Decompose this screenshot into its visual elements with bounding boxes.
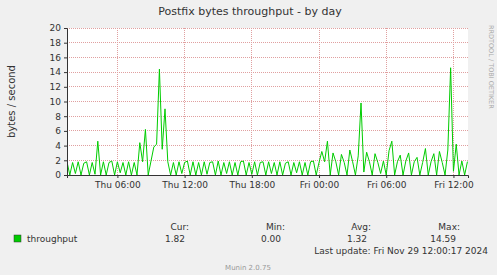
y-tick: 16: [50, 53, 67, 63]
y-tick: 20: [50, 23, 67, 33]
credit: Munin 2.0.75: [225, 264, 271, 272]
y-tick-mark: [64, 102, 67, 103]
x-tick-mark: [185, 175, 186, 178]
x-tick: Fri 12:00: [434, 175, 474, 190]
y-axis: 0 2 4 6 8 10 12 14 16 18 20: [50, 23, 68, 180]
x-tick: Thu 18:00: [228, 175, 275, 190]
x-axis-line: [68, 176, 469, 179]
y-tick: 6: [55, 126, 67, 136]
y-tick-label: 6: [55, 126, 61, 136]
x-tick: Thu 12:00: [161, 175, 208, 190]
grid-line-y: [67, 101, 468, 102]
y-axis-line: [64, 29, 68, 176]
x-tick: Fri 00:00: [300, 175, 340, 190]
y-tick-label: 2: [55, 156, 61, 166]
y-tick-mark: [64, 28, 67, 29]
grid-line-x: [184, 28, 185, 175]
x-tick-mark: [386, 175, 387, 178]
y-tick-label: 14: [50, 67, 62, 77]
plot-area: [67, 68, 467, 175]
grid-line-y: [67, 145, 468, 146]
y-tick-label: 20: [50, 23, 62, 33]
x-tick-label: Fri 06:00: [367, 180, 407, 190]
y-tick-label: 16: [50, 53, 62, 63]
legend: throughput Cur: 1.82 Min: 0.00 Avg: 1.32 Max: 14…: [14, 222, 460, 244]
x-tick: Thu 06:00: [94, 175, 141, 190]
y-tick: 4: [55, 141, 67, 151]
y-tick-mark: [64, 72, 67, 73]
stat-value: 1.32: [347, 234, 367, 244]
x-tick-label: Thu 06:00: [94, 180, 141, 190]
y-tick: 12: [50, 82, 67, 92]
y-tick-mark: [64, 146, 67, 147]
grid-line-y: [67, 28, 468, 29]
grid: [67, 28, 468, 175]
grid-line-y: [67, 57, 468, 58]
y-tick: 8: [55, 112, 67, 122]
grid-line-x: [117, 28, 118, 175]
grid-line-y: [67, 86, 468, 87]
stat-value: 1.82: [165, 234, 185, 244]
stat-value: 0.00: [261, 234, 281, 244]
chart: 0 2 4 6 8 10 12 14 16 18 20 Thu 06:00 Thu 12:00 Thu 1…: [0, 0, 497, 275]
y-tick: 10: [50, 97, 67, 107]
x-tick-label: Fri 12:00: [434, 180, 474, 190]
y-tick: 0: [55, 170, 67, 180]
x-tick-mark: [117, 175, 118, 178]
y-tick-mark: [64, 160, 67, 161]
stat-label: Cur:: [170, 222, 189, 232]
plot-background: [67, 28, 468, 175]
y-tick-mark: [64, 57, 67, 58]
grid-line-y: [67, 160, 468, 161]
grid-line-y: [67, 72, 468, 73]
y-axis-title: bytes / second: [6, 65, 17, 138]
y-tick: 2: [55, 156, 67, 166]
y-tick-label: 10: [50, 97, 62, 107]
grid-line-x: [251, 28, 252, 175]
y-tick-mark: [64, 43, 67, 44]
x-tick: Fri 06:00: [367, 175, 407, 190]
grid-line-x: [319, 28, 320, 175]
y-tick-label: 12: [50, 82, 61, 92]
y-tick-label: 0: [55, 170, 61, 180]
grid-line-x: [386, 28, 387, 175]
grid-line-y: [67, 42, 468, 43]
x-axis: Thu 06:00 Thu 12:00 Thu 18:00 Fri 00:00 Fri …: [68, 175, 474, 190]
footer: Last update: Fri Nov 29 12:00:17 2024: [314, 246, 488, 256]
grid-line-y: [67, 116, 468, 117]
title: Postfix bytes throughput - by day: [158, 5, 342, 18]
series-line: [67, 68, 467, 175]
x-tick-mark: [319, 175, 320, 178]
stat-label: Max:: [438, 222, 460, 232]
y-tick-mark: [64, 175, 67, 176]
y-tick-label: 18: [50, 38, 62, 48]
watermark: RRDTOOL / TOBI OETIKER: [487, 25, 495, 109]
stat-label: Min:: [266, 222, 285, 232]
legend-label: throughput: [27, 234, 78, 244]
stat-label: Avg:: [351, 222, 371, 232]
y-tick-label: 4: [55, 141, 61, 151]
legend-swatch: [14, 235, 21, 242]
x-tick-label: Fri 00:00: [300, 180, 340, 190]
y-tick-label: 8: [55, 112, 61, 122]
y-tick-mark: [64, 87, 67, 88]
y-tick: 18: [50, 38, 67, 48]
background: [0, 0, 497, 275]
y-tick: 14: [50, 67, 67, 77]
grid-line-y: [67, 130, 468, 131]
y-tick-mark: [64, 116, 67, 117]
x-tick-label: Thu 18:00: [228, 180, 275, 190]
x-tick-mark: [453, 175, 454, 178]
stat-value: 14.59: [430, 234, 456, 244]
y-tick-mark: [64, 131, 67, 132]
x-tick-mark: [252, 175, 253, 178]
x-tick-label: Thu 12:00: [161, 180, 208, 190]
